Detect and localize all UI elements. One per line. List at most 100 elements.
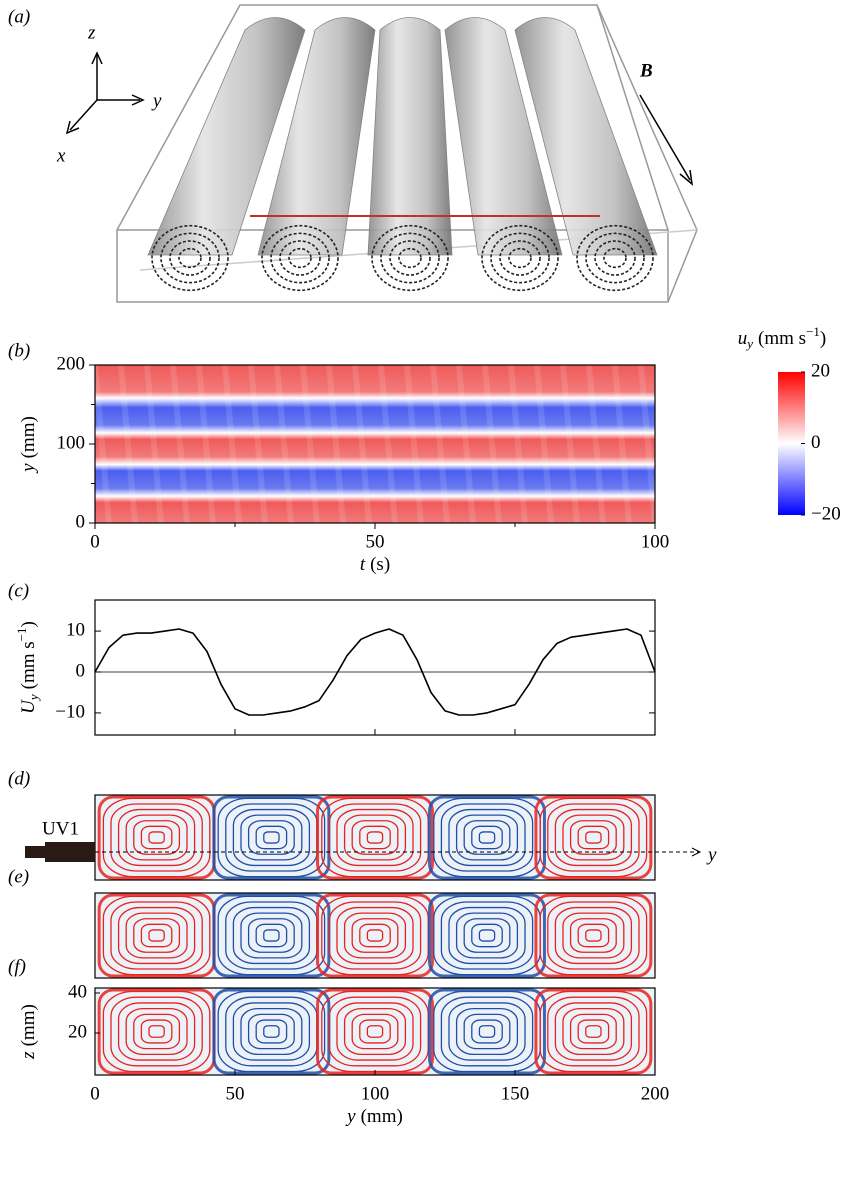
x-tick-label: 0: [90, 531, 100, 552]
vortex-tube: [514, 17, 658, 256]
heatmap-streak: [248, 364, 268, 524]
heatmap-streak: [326, 364, 346, 524]
streamline: [577, 1019, 610, 1044]
streamline: [448, 808, 526, 867]
y-tick-label: 20: [68, 1021, 87, 1042]
streamline: [110, 901, 203, 970]
axis-z: z: [87, 22, 96, 43]
streamline: [547, 996, 640, 1067]
plot-frame: [94, 599, 656, 736]
heatmap-streak: [118, 364, 138, 524]
streamline: [110, 803, 203, 872]
vortex-tube: [147, 17, 306, 256]
streamline: [263, 831, 280, 844]
streamline: [351, 918, 399, 953]
heatmap-streak: [612, 364, 632, 524]
streamline: [328, 996, 422, 1067]
axes-triad: [65, 51, 694, 186]
label-part: y: [18, 463, 39, 474]
streamline: [463, 820, 511, 855]
x-tick-label: 200: [641, 1083, 670, 1104]
streamline: [255, 825, 288, 850]
streamline-filament: [316, 795, 434, 880]
streamline: [336, 1002, 414, 1061]
label-part: ): [18, 621, 39, 627]
velocity-ring: [371, 224, 449, 292]
streamline-filament: [428, 893, 546, 978]
streamline: [585, 1025, 602, 1038]
axis-label: z (mm): [18, 1004, 39, 1060]
axis-arrow-label: y: [706, 844, 717, 865]
streamline-filament: [316, 893, 434, 978]
velocity-ring: [160, 232, 220, 284]
velocity-ring: [499, 240, 541, 276]
velocity-ring: [508, 247, 532, 269]
streamline: [562, 1007, 625, 1056]
streamline: [140, 825, 173, 850]
streamline: [351, 820, 399, 855]
streamline: [125, 814, 188, 861]
panel-label: (f): [8, 956, 26, 977]
streamline: [554, 1002, 633, 1061]
heatmap-streak: [534, 364, 554, 524]
heatmap-streak: [274, 364, 294, 524]
streamline-filament: [534, 795, 653, 880]
streamline: [448, 906, 526, 965]
streamline-filament: [534, 893, 653, 978]
streamline: [263, 929, 280, 942]
streamline: [366, 831, 384, 844]
axis-label: y (mm): [18, 416, 39, 474]
y-tick-label: 0: [76, 511, 86, 532]
streamline: [255, 1019, 288, 1044]
y-tick-label: −10: [55, 701, 85, 722]
plot-frame: [94, 892, 656, 979]
heatmap-streak: [378, 364, 398, 524]
streamline: [240, 814, 303, 861]
streamline: [125, 912, 188, 959]
axis-x: x: [56, 145, 66, 166]
streamline: [133, 820, 181, 855]
streamline: [478, 1025, 496, 1038]
streamline: [463, 1013, 511, 1050]
vortex-tube: [257, 17, 376, 256]
streamline: [547, 901, 640, 970]
streamline: [440, 803, 534, 872]
colorbar-tick-label: 0: [811, 432, 821, 453]
streamline: [232, 1002, 311, 1061]
arrow-head: [691, 847, 702, 857]
x-tick-label: 150: [501, 1083, 530, 1104]
streamline: [366, 929, 384, 942]
axis-label: t (s): [360, 554, 390, 575]
label-part: y: [345, 1106, 356, 1127]
label-part: U: [18, 699, 39, 714]
probe-label: UV1: [42, 818, 79, 839]
panel-label: (d): [8, 768, 30, 789]
streamline: [577, 923, 610, 948]
streamline: [554, 906, 633, 965]
heatmap-streak: [482, 364, 502, 524]
heatmap-streak: [508, 364, 528, 524]
x-tick-label: 50: [226, 1083, 245, 1104]
streamline: [440, 901, 534, 970]
line: [94, 628, 656, 716]
probe-body: [45, 842, 95, 862]
velocity-ring: [481, 224, 559, 292]
streamline: [455, 814, 519, 861]
streamline: [140, 923, 173, 948]
streamline: [478, 929, 496, 942]
streamline: [247, 820, 295, 855]
streamline: [359, 825, 391, 850]
heatmap-streak: [170, 364, 190, 524]
streamline: [148, 831, 165, 844]
streamline: [133, 918, 181, 953]
panel-label: (b): [8, 340, 30, 361]
streamline: [117, 808, 196, 867]
streamline: [232, 808, 311, 867]
panel-label: (c): [8, 580, 29, 601]
streamline: [247, 918, 295, 953]
streamline: [448, 1002, 526, 1061]
streamline: [255, 923, 288, 948]
streamline: [562, 814, 625, 861]
y-tick-label: 10: [66, 619, 85, 640]
